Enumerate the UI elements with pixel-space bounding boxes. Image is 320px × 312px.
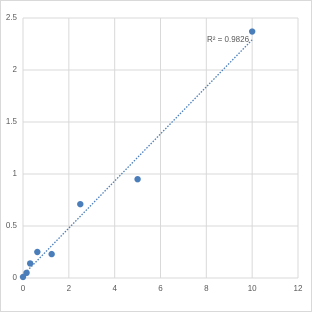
x-tick-label: 6 [158, 284, 163, 293]
point [23, 269, 30, 276]
x-tick-label: 10 [248, 284, 257, 293]
y-tick-label: 1.5 [6, 117, 18, 126]
y-tick-label: 2 [13, 65, 18, 74]
point [48, 250, 55, 258]
point [77, 200, 84, 208]
y-tick-label: 0.5 [6, 221, 18, 230]
trendline [22, 39, 253, 276]
point [26, 260, 34, 267]
y-tick-label: 1 [13, 169, 18, 178]
chart: 0 0.5 1 1.5 2 2.5 0 2 4 6 8 10 12 R² = 0.9826 [0, 0, 312, 312]
point [134, 176, 141, 183]
point [248, 28, 256, 35]
y-tick-label: 0 [13, 273, 18, 282]
y-tick-label: 2.5 [6, 13, 18, 22]
annotation: R² = 0.9826 [207, 35, 250, 44]
x-tick-label: 8 [204, 284, 209, 293]
point [19, 273, 27, 281]
x-tick-label: 4 [112, 284, 117, 293]
x-tick-label: 2 [67, 284, 72, 293]
chart-border [0, 0, 312, 312]
point [34, 248, 41, 256]
x-tick-label: 0 [21, 284, 26, 293]
x-tick-label: 12 [294, 284, 303, 293]
